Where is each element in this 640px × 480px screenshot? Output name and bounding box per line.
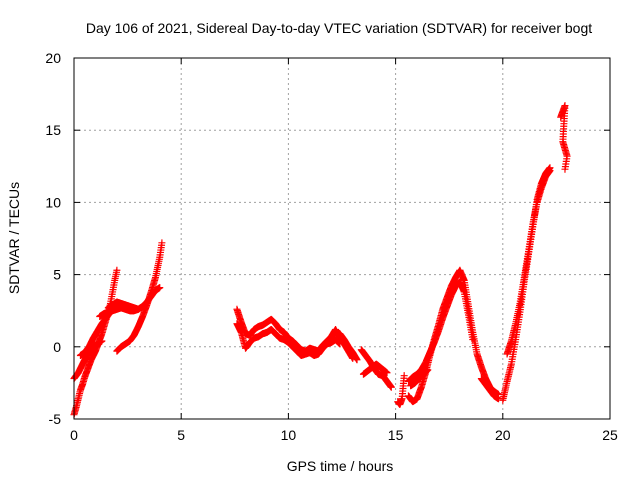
- x-tick-label: 5: [177, 427, 185, 443]
- y-tick-label: 10: [45, 194, 61, 210]
- data-point: [98, 337, 106, 345]
- y-tick-label: 0: [53, 339, 61, 355]
- data-point: [469, 336, 477, 344]
- data-point: [400, 372, 408, 380]
- data-point: [561, 165, 569, 173]
- y-tick-label: 5: [53, 267, 61, 283]
- x-tick-label: 25: [602, 427, 618, 443]
- data-point: [424, 366, 432, 374]
- data-point: [113, 266, 121, 274]
- x-tick-label: 15: [388, 427, 404, 443]
- x-axis-label: GPS time / hours: [287, 458, 394, 474]
- data-points: [70, 102, 571, 419]
- y-tick-label: 15: [45, 122, 61, 138]
- y-tick-label: -5: [49, 411, 62, 427]
- data-point: [387, 383, 395, 391]
- x-tick-label: 20: [495, 427, 511, 443]
- x-tick-label: 10: [281, 427, 297, 443]
- data-point: [353, 356, 361, 364]
- axis-ticks: 0 5 10 15 20 25 -5 0 5 10 15 20: [45, 50, 618, 443]
- plot-frame: [73, 57, 611, 420]
- chart-title: Day 106 of 2021, Sidereal Day-to-day VTE…: [86, 20, 592, 36]
- data-point: [546, 167, 554, 175]
- data-point: [134, 305, 142, 313]
- y-tick-label: 20: [45, 50, 61, 66]
- data-point: [158, 239, 166, 247]
- y-axis-label: SDTVAR / TECUs: [6, 182, 22, 294]
- data-point: [336, 340, 344, 348]
- data-point: [156, 284, 164, 292]
- x-tick-label: 0: [70, 427, 78, 443]
- data-point: [383, 369, 391, 377]
- grid-lines: [74, 58, 610, 419]
